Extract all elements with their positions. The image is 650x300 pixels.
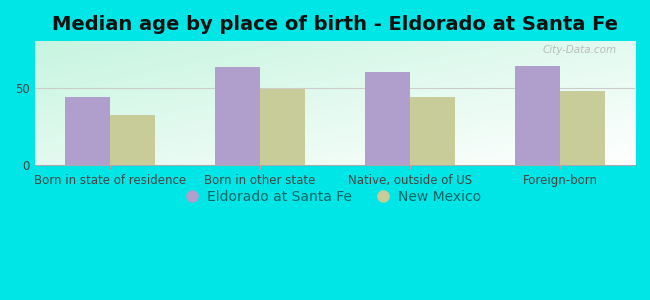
Bar [64, 97, 110, 165]
Legend: Eldorado at Santa Fe, New Mexico: Eldorado at Santa Fe, New Mexico [183, 185, 486, 210]
Text: City-Data.com: City-Data.com [543, 45, 617, 55]
Bar [410, 97, 455, 165]
Bar [110, 116, 155, 165]
Bar [515, 66, 560, 165]
Bar [260, 89, 305, 165]
Bar [560, 91, 605, 165]
Bar [365, 72, 410, 165]
Bar [214, 68, 260, 165]
Title: Median age by place of birth - Eldorado at Santa Fe: Median age by place of birth - Eldorado … [52, 15, 618, 34]
